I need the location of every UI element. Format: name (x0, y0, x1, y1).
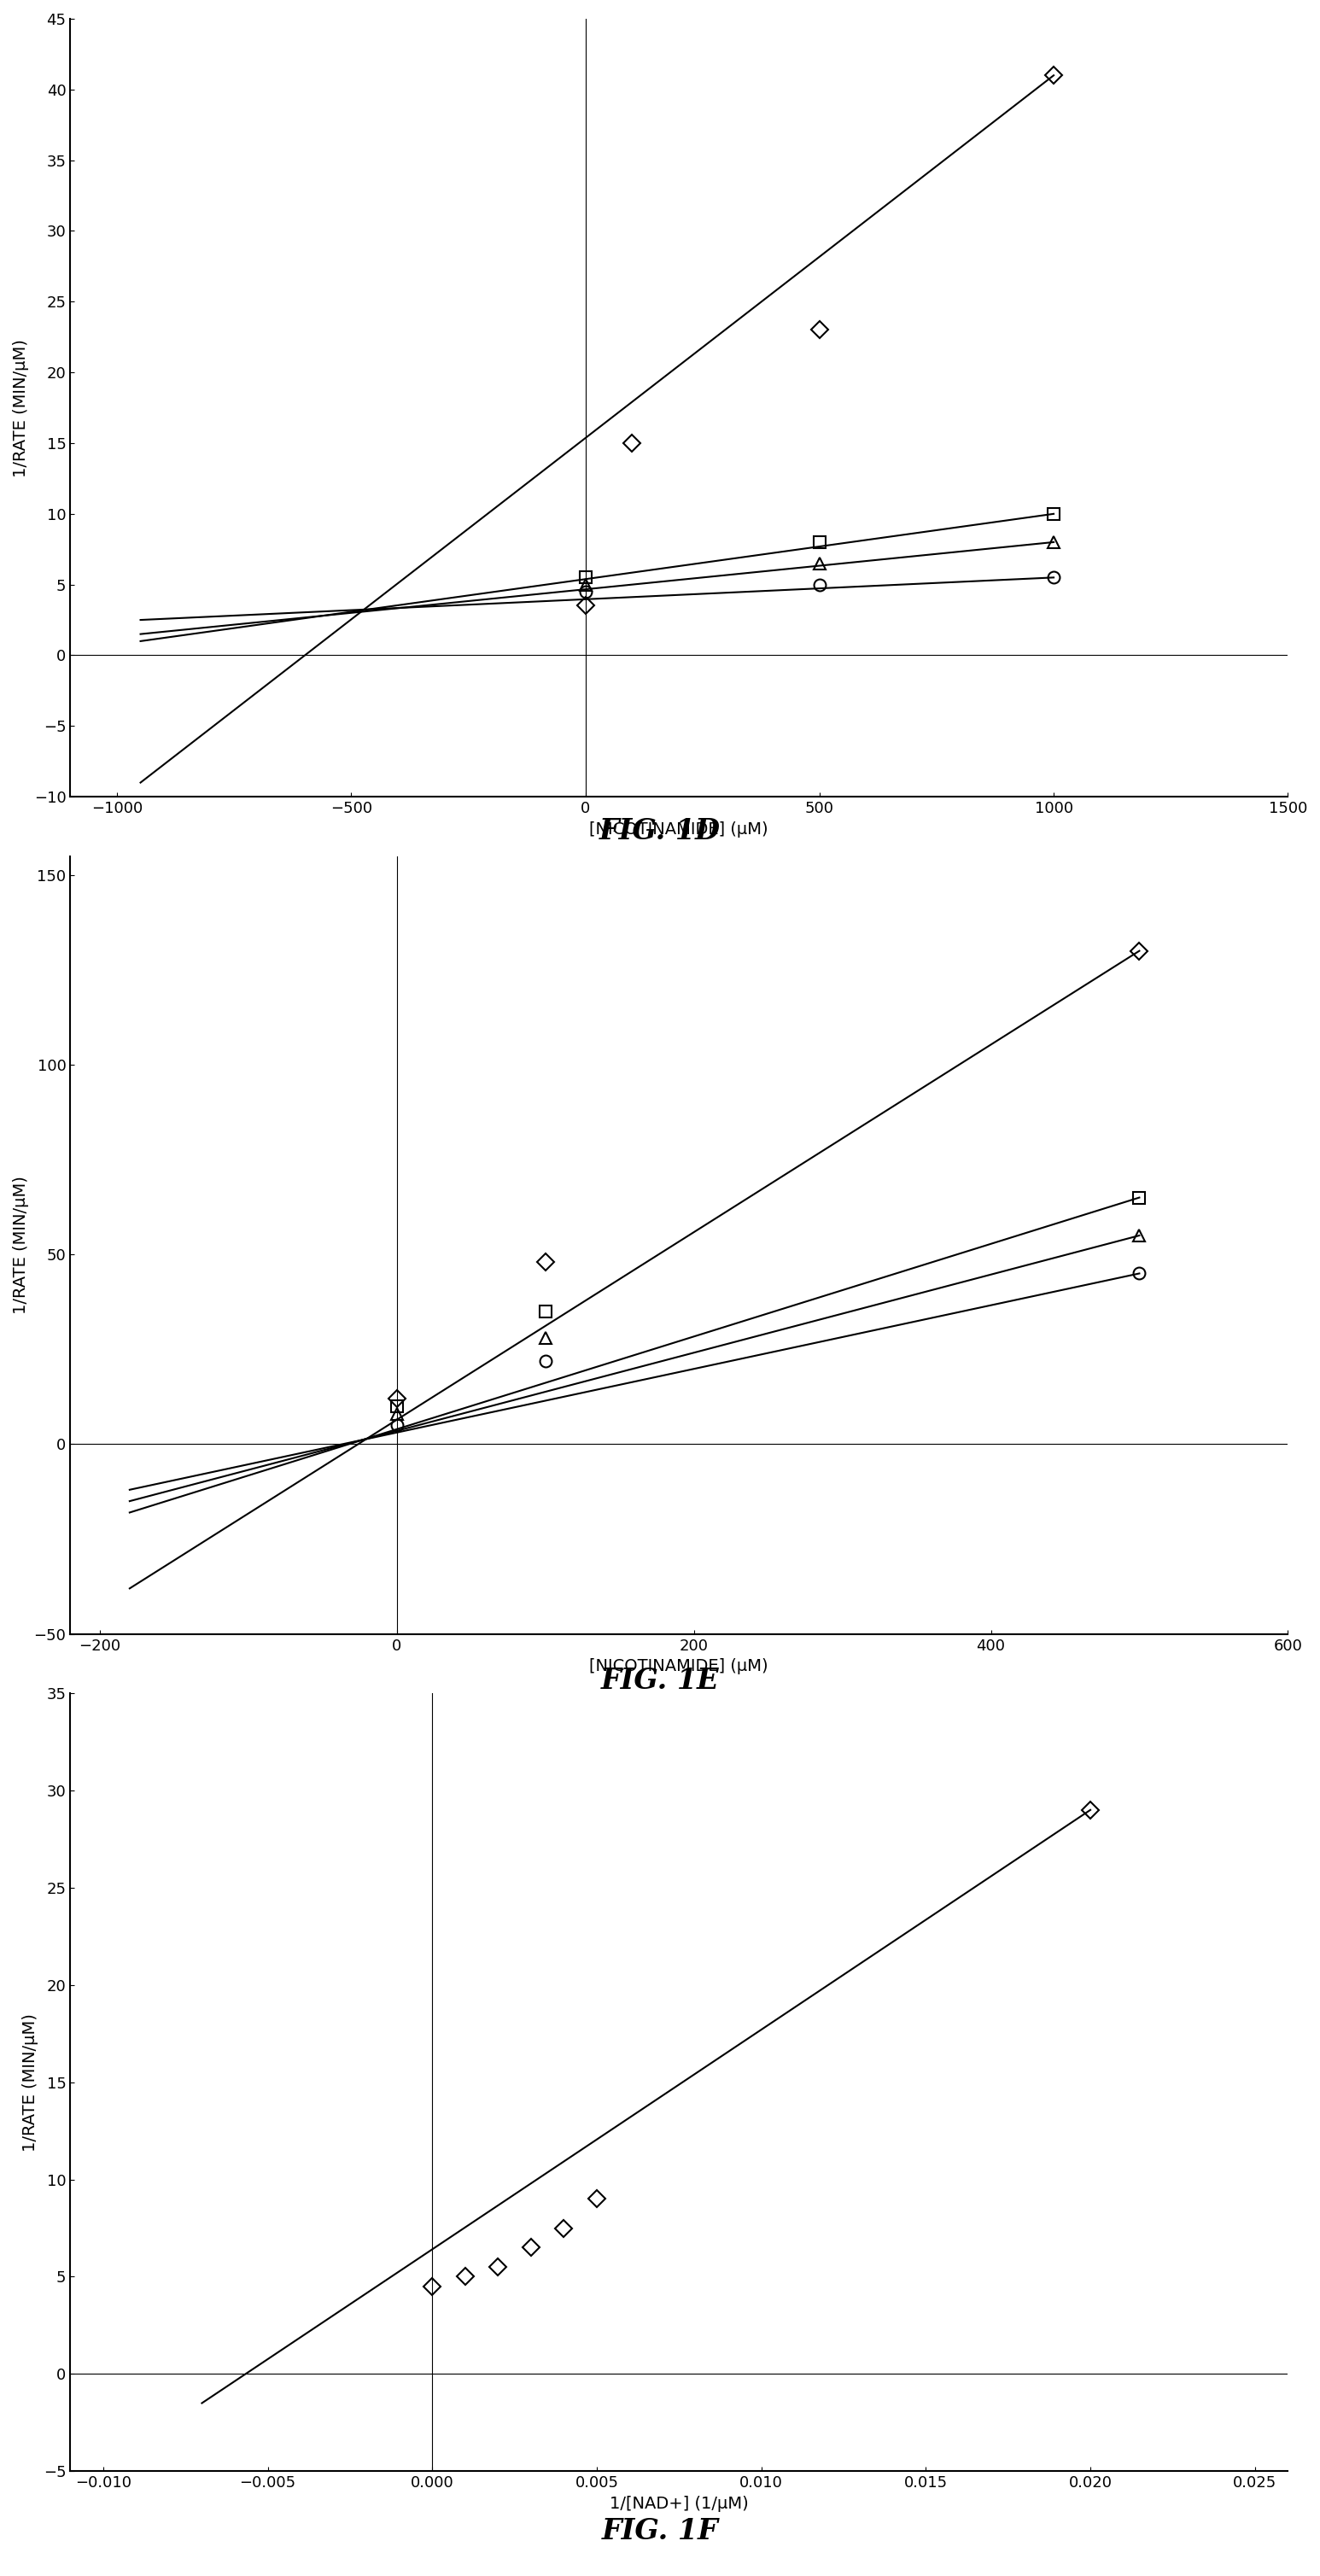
Text: FIG. 1D: FIG. 1D (599, 817, 721, 845)
X-axis label: [NICOTINAMIDE] (μM): [NICOTINAMIDE] (μM) (590, 1659, 768, 1674)
Y-axis label: 1/RATE (MIN/μM): 1/RATE (MIN/μM) (22, 2012, 38, 2151)
Text: FIG. 1F: FIG. 1F (602, 2517, 718, 2545)
Y-axis label: 1/RATE (MIN/μM): 1/RATE (MIN/μM) (13, 1175, 29, 1314)
X-axis label: 1/[NAD+] (1/μM): 1/[NAD+] (1/μM) (610, 2496, 748, 2512)
Text: FIG. 1E: FIG. 1E (601, 1667, 719, 1695)
Y-axis label: 1/RATE (MIN/μM): 1/RATE (MIN/μM) (13, 337, 29, 477)
X-axis label: [NICOTINAMIDE] (μM): [NICOTINAMIDE] (μM) (590, 822, 768, 837)
